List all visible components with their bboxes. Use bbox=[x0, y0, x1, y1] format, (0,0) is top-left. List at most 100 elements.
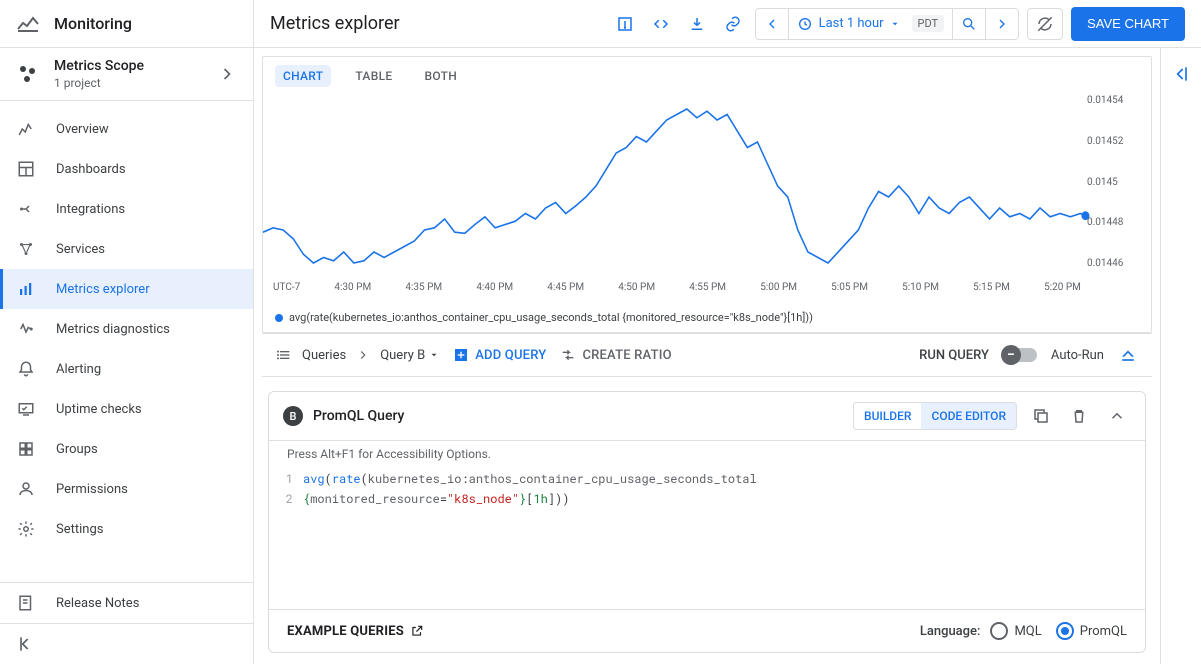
chart-body[interactable]: 0.014540.014520.01450.014480.01446 UTC-7… bbox=[263, 87, 1151, 307]
sidebar-item-label: Groups bbox=[56, 442, 98, 457]
diagnostics-icon bbox=[16, 319, 36, 339]
chart-legend: avg(rate(kubernetes_io:anthos_container_… bbox=[263, 307, 1151, 332]
copy-icon[interactable] bbox=[1027, 402, 1055, 430]
time-zoom-button[interactable] bbox=[953, 9, 986, 39]
add-query-button[interactable]: ADD QUERY bbox=[453, 347, 546, 363]
time-next-button[interactable] bbox=[986, 9, 1018, 39]
sidebar-header: Monitoring bbox=[0, 0, 253, 48]
save-chart-button[interactable]: SAVE CHART bbox=[1071, 7, 1185, 41]
chart-tab-chart[interactable]: CHART bbox=[275, 65, 331, 87]
time-range-selector: Last 1 hour PDT bbox=[755, 8, 1020, 40]
timezone-badge: PDT bbox=[912, 15, 945, 32]
editor-hint: Press Alt+F1 for Accessibility Options. bbox=[269, 440, 1145, 467]
sidebar-item-dashboards[interactable]: Dashboards bbox=[0, 149, 253, 189]
y-tick-label: 0.01448 bbox=[1087, 217, 1147, 228]
query-card: B PromQL Query BUILDER CODE EDITOR Press… bbox=[268, 391, 1146, 653]
x-tick-label: 4:40 PM bbox=[476, 282, 513, 293]
save-view-icon[interactable] bbox=[611, 10, 639, 38]
y-tick-label: 0.01446 bbox=[1087, 258, 1147, 269]
sidebar-item-label: Uptime checks bbox=[56, 402, 142, 417]
radio-icon bbox=[1056, 622, 1074, 640]
builder-mode-button[interactable]: BUILDER bbox=[854, 403, 921, 429]
sidebar-item-overview[interactable]: Overview bbox=[0, 109, 253, 149]
x-tick-label: 4:30 PM bbox=[334, 282, 371, 293]
chevron-right-icon bbox=[217, 64, 237, 84]
clock-icon bbox=[797, 16, 813, 32]
sidebar-item-settings[interactable]: Settings bbox=[0, 509, 253, 549]
sidebar-item-label: Alerting bbox=[56, 362, 101, 377]
legend-text: avg(rate(kubernetes_io:anthos_container_… bbox=[289, 311, 813, 324]
metrics-explorer-icon bbox=[16, 279, 36, 299]
release-notes-icon bbox=[16, 593, 36, 613]
code-editor[interactable]: 12 avg(rate(kubernetes_io:anthos_contain… bbox=[269, 467, 1145, 609]
legend-dot-icon bbox=[275, 314, 283, 322]
list-icon bbox=[276, 347, 292, 363]
query-selector[interactable]: Query B bbox=[380, 348, 439, 363]
sidebar-item-release-notes[interactable]: Release Notes bbox=[0, 583, 253, 623]
dashboards-icon bbox=[16, 159, 36, 179]
sidebar-item-groups[interactable]: Groups bbox=[0, 429, 253, 469]
sidebar-nav: Overview Dashboards Integrations Services Me… bbox=[0, 101, 253, 582]
monitoring-logo-icon bbox=[16, 12, 40, 36]
collapse-queries-icon[interactable] bbox=[1118, 345, 1138, 365]
sidebar: Monitoring Metrics Scope 1 project Overv… bbox=[0, 0, 254, 664]
time-range-button[interactable]: Last 1 hour PDT bbox=[789, 9, 954, 39]
chart-tab-table[interactable]: TABLE bbox=[347, 65, 400, 87]
query-toolbar: Queries Query B ADD QUERY CREATE RATIO bbox=[262, 333, 1152, 377]
sidebar-item-integrations[interactable]: Integrations bbox=[0, 189, 253, 229]
language-option-promql[interactable]: PromQL bbox=[1056, 622, 1127, 640]
sidebar-item-label: Overview bbox=[56, 122, 109, 137]
uptime-icon bbox=[16, 399, 36, 419]
collapse-sidebar-button[interactable] bbox=[0, 623, 253, 664]
open-side-panel-button[interactable] bbox=[1161, 48, 1201, 664]
queries-label: Queries bbox=[302, 348, 346, 363]
create-ratio-button[interactable]: CREATE RATIO bbox=[560, 347, 671, 363]
groups-icon bbox=[16, 439, 36, 459]
sidebar-item-services[interactable]: Services bbox=[0, 229, 253, 269]
current-query-label: Query B bbox=[380, 348, 425, 363]
auto-run-toggle[interactable]: − bbox=[1003, 348, 1037, 362]
topbar: Metrics explorer Last 1 hour PDT bbox=[254, 0, 1201, 48]
run-query-button[interactable]: RUN QUERY bbox=[919, 348, 989, 363]
metrics-scope-selector[interactable]: Metrics Scope 1 project bbox=[0, 48, 253, 101]
permissions-icon bbox=[16, 479, 36, 499]
sidebar-item-label: Release Notes bbox=[56, 596, 139, 611]
delete-icon[interactable] bbox=[1065, 402, 1093, 430]
sidebar-item-alerting[interactable]: Alerting bbox=[0, 349, 253, 389]
sidebar-item-label: Metrics explorer bbox=[56, 282, 150, 297]
y-tick-label: 0.0145 bbox=[1087, 177, 1147, 188]
sidebar-item-uptime[interactable]: Uptime checks bbox=[0, 389, 253, 429]
time-range-label: Last 1 hour bbox=[819, 16, 884, 31]
sidebar-item-permissions[interactable]: Permissions bbox=[0, 469, 253, 509]
settings-icon bbox=[16, 519, 36, 539]
language-option-mql[interactable]: MQL bbox=[990, 622, 1041, 640]
integrations-icon bbox=[16, 199, 36, 219]
link-icon[interactable] bbox=[719, 10, 747, 38]
x-tick-label: 4:45 PM bbox=[547, 282, 584, 293]
x-tick-label: 5:05 PM bbox=[831, 282, 868, 293]
x-tick-label: 5:20 PM bbox=[1044, 282, 1081, 293]
x-tick-label: 5:15 PM bbox=[973, 282, 1010, 293]
code-icon[interactable] bbox=[647, 10, 675, 38]
scope-icon bbox=[16, 62, 40, 86]
sidebar-item-label: Metrics diagnostics bbox=[56, 322, 170, 337]
sidebar-item-label: Integrations bbox=[56, 202, 125, 217]
chart-tab-both[interactable]: BOTH bbox=[416, 65, 465, 87]
chart-panel: CHARTTABLEBOTH 0.014540.014520.01450.014… bbox=[262, 56, 1152, 333]
download-icon[interactable] bbox=[683, 10, 711, 38]
language-label: Language: bbox=[920, 624, 981, 639]
sidebar-item-label: Settings bbox=[56, 522, 103, 537]
time-prev-button[interactable] bbox=[756, 9, 789, 39]
collapse-card-icon[interactable] bbox=[1103, 402, 1131, 430]
product-title: Monitoring bbox=[54, 14, 132, 33]
auto-refresh-toggle[interactable] bbox=[1027, 8, 1063, 40]
x-tick-label: 4:55 PM bbox=[689, 282, 726, 293]
sidebar-item-diagnostics[interactable]: Metrics diagnostics bbox=[0, 309, 253, 349]
sidebar-item-metrics-explorer[interactable]: Metrics explorer bbox=[0, 269, 253, 309]
dropdown-arrow-icon bbox=[429, 350, 439, 360]
example-queries-link[interactable]: EXAMPLE QUERIES bbox=[287, 624, 424, 639]
overview-icon bbox=[16, 119, 36, 139]
code-editor-mode-button[interactable]: CODE EDITOR bbox=[921, 403, 1016, 429]
x-tick-label: 4:35 PM bbox=[405, 282, 442, 293]
query-card-title: PromQL Query bbox=[313, 408, 843, 424]
